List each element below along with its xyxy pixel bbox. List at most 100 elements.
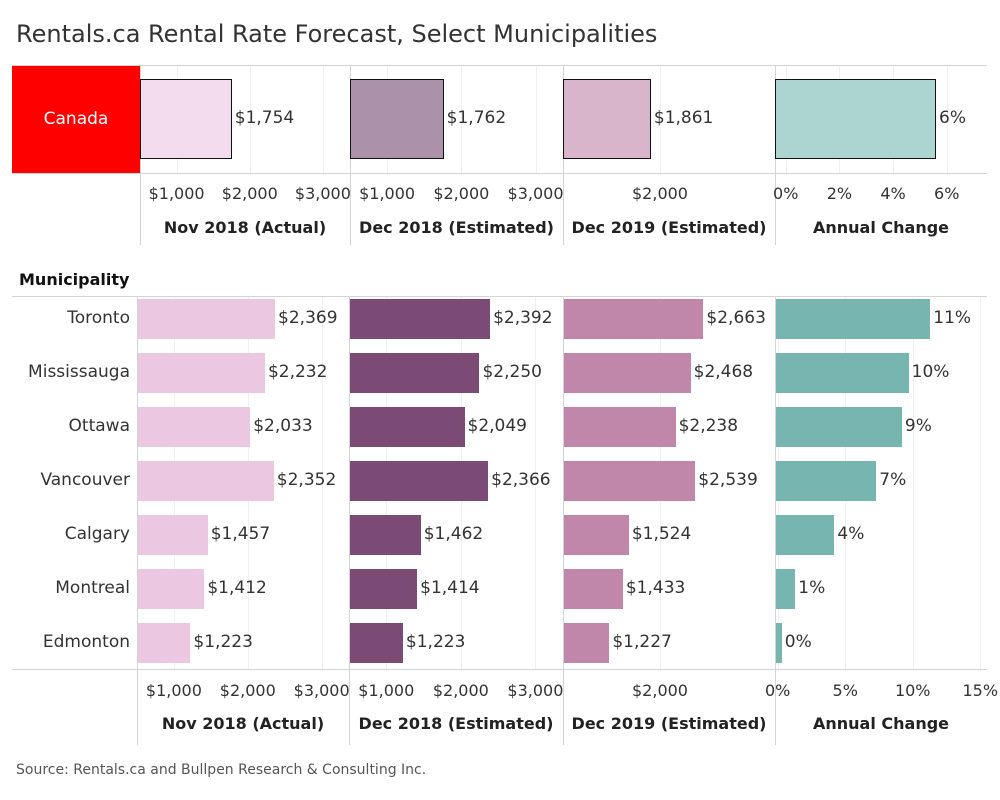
axis-tick: $2,000 bbox=[631, 681, 688, 700]
divider bbox=[12, 669, 987, 670]
bar-mississauga-1[interactable] bbox=[350, 353, 480, 393]
bar-calgary-3[interactable] bbox=[776, 515, 835, 555]
row-label[interactable]: Ottawa bbox=[68, 416, 130, 436]
bar-edmonton-2[interactable] bbox=[564, 623, 610, 663]
bar-ottawa-0[interactable] bbox=[138, 407, 251, 447]
summary-bar-1[interactable] bbox=[350, 79, 444, 159]
bar-ottawa-1[interactable] bbox=[350, 407, 465, 447]
gridline bbox=[321, 297, 323, 669]
bar-toronto-3[interactable] bbox=[776, 299, 931, 339]
axis-tick: $3,000 bbox=[293, 681, 350, 700]
bar-mississauga-0[interactable] bbox=[138, 353, 265, 393]
summary-axis-tick: 4% bbox=[880, 184, 906, 203]
summary-axis-title: Dec 2018 (Estimated) bbox=[359, 218, 554, 237]
bar-label: $2,049 bbox=[467, 416, 527, 436]
bar-label: $1,457 bbox=[210, 524, 271, 544]
divider bbox=[563, 296, 564, 745]
gridline bbox=[535, 297, 537, 669]
row-label[interactable]: Toronto bbox=[67, 308, 130, 328]
row-header: Municipality bbox=[19, 270, 130, 289]
summary-axis-tick: 0% bbox=[773, 184, 799, 203]
axis-tick: 10% bbox=[894, 681, 931, 700]
axis-title: Dec 2019 (Estimated) bbox=[571, 714, 767, 733]
bar-montreal-0[interactable] bbox=[138, 569, 205, 609]
summary-axis-tick: $1,000 bbox=[359, 184, 416, 203]
bar-label: $2,369 bbox=[278, 308, 338, 328]
bar-label: 1% bbox=[798, 578, 826, 598]
summary-axis-title: Annual Change bbox=[812, 218, 950, 237]
bar-label: $1,414 bbox=[420, 578, 480, 598]
summary-bar-2[interactable] bbox=[563, 79, 651, 159]
row-label[interactable]: Edmonton bbox=[42, 632, 130, 652]
summary-axis-title: Nov 2018 (Actual) bbox=[163, 218, 327, 237]
axis-tick: 0% bbox=[764, 681, 791, 700]
summary-row-label[interactable]: Canada bbox=[12, 65, 140, 173]
summary-axis-tick: $2,000 bbox=[433, 184, 490, 203]
divider bbox=[775, 296, 776, 745]
bar-mississauga-3[interactable] bbox=[776, 353, 909, 393]
bar-ottawa-2[interactable] bbox=[564, 407, 676, 447]
bar-edmonton-1[interactable] bbox=[350, 623, 403, 663]
bar-label: $1,433 bbox=[625, 578, 686, 598]
divider bbox=[12, 173, 987, 174]
bar-edmonton-3[interactable] bbox=[776, 623, 782, 663]
row-label[interactable]: Montreal bbox=[55, 578, 130, 598]
axis-title: Nov 2018 (Actual) bbox=[161, 714, 325, 733]
summary-axis-tick: $2,000 bbox=[631, 184, 688, 203]
bar-vancouver-2[interactable] bbox=[564, 461, 696, 501]
bar-label: $2,392 bbox=[493, 308, 553, 328]
axis-tick: $2,000 bbox=[219, 681, 276, 700]
row-label[interactable]: Vancouver bbox=[40, 470, 130, 490]
bar-vancouver-3[interactable] bbox=[776, 461, 877, 501]
bar-mississauga-2[interactable] bbox=[564, 353, 691, 393]
gridline bbox=[912, 297, 914, 669]
row-label[interactable]: Calgary bbox=[64, 524, 130, 544]
gridline bbox=[946, 66, 948, 173]
bar-label: $1,223 bbox=[405, 632, 466, 652]
divider bbox=[137, 296, 138, 745]
summary-bar-label: $1,762 bbox=[446, 108, 507, 128]
axis-tick: 5% bbox=[832, 681, 858, 700]
bar-label: $2,539 bbox=[698, 470, 758, 490]
divider bbox=[12, 296, 987, 297]
bar-calgary-2[interactable] bbox=[564, 515, 629, 555]
bar-label: $1,462 bbox=[423, 524, 484, 544]
bar-montreal-2[interactable] bbox=[564, 569, 623, 609]
gridline bbox=[535, 66, 537, 173]
summary-bar-label: 6% bbox=[939, 108, 966, 128]
bar-toronto-0[interactable] bbox=[138, 299, 276, 339]
bar-calgary-0[interactable] bbox=[138, 515, 208, 555]
row-label[interactable]: Mississauga bbox=[28, 362, 130, 382]
gridline bbox=[659, 66, 661, 173]
bar-label: $1,412 bbox=[207, 578, 267, 598]
bar-vancouver-0[interactable] bbox=[138, 461, 274, 501]
bar-toronto-1[interactable] bbox=[350, 299, 491, 339]
summary-axis-tick: $3,000 bbox=[507, 184, 564, 203]
bar-ottawa-3[interactable] bbox=[776, 407, 902, 447]
bar-montreal-3[interactable] bbox=[776, 569, 796, 609]
summary-bar-0[interactable] bbox=[140, 79, 232, 159]
summary-axis-tick: $3,000 bbox=[294, 184, 351, 203]
summary-bar-3[interactable] bbox=[775, 79, 936, 159]
bar-montreal-1[interactable] bbox=[350, 569, 418, 609]
bar-calgary-1[interactable] bbox=[350, 515, 421, 555]
summary-axis-tick: $1,000 bbox=[148, 184, 205, 203]
axis-tick: $1,000 bbox=[145, 681, 202, 700]
axis-tick: $3,000 bbox=[507, 681, 564, 700]
summary-bar-label: $1,754 bbox=[234, 108, 295, 128]
axis-tick: $2,000 bbox=[432, 681, 489, 700]
bar-label: 7% bbox=[879, 470, 907, 490]
gridline bbox=[461, 66, 463, 173]
bar-vancouver-1[interactable] bbox=[350, 461, 489, 501]
bar-label: $2,033 bbox=[253, 416, 313, 436]
bar-edmonton-0[interactable] bbox=[138, 623, 191, 663]
gridline bbox=[980, 297, 982, 669]
bar-label: $1,223 bbox=[193, 632, 253, 652]
dashboard-title: Rentals.ca Rental Rate Forecast, Select … bbox=[16, 20, 658, 48]
summary-axis-tick: 6% bbox=[934, 184, 960, 203]
bar-label: $2,352 bbox=[276, 470, 337, 490]
divider bbox=[12, 65, 987, 66]
bar-label: $2,250 bbox=[482, 362, 542, 382]
bar-toronto-2[interactable] bbox=[564, 299, 704, 339]
